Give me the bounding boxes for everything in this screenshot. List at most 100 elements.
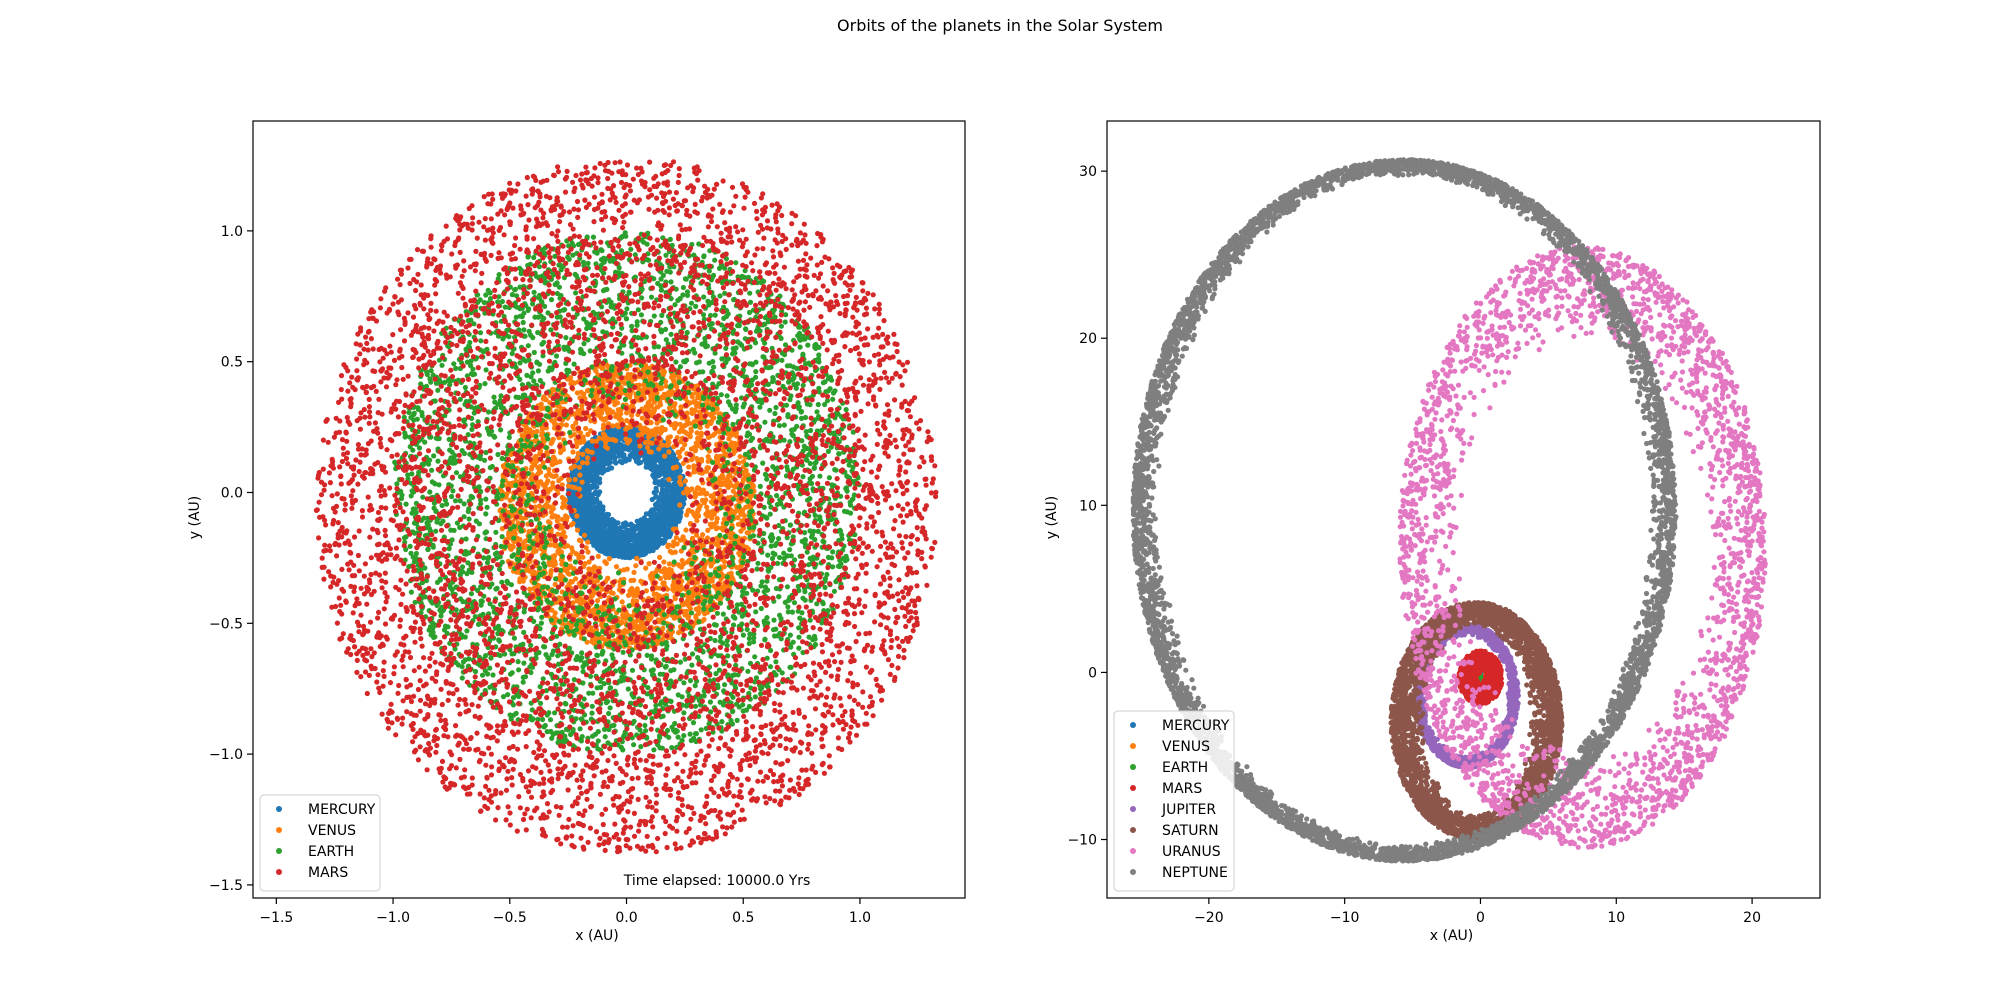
data-point-mercury [679,496,685,502]
data-point-venus [589,593,595,599]
data-point-venus [603,404,609,410]
data-point-venus [646,434,652,440]
data-point-venus [677,479,683,485]
data-point-venus [593,438,599,444]
data-point-mercury [630,529,637,536]
data-point-mercury [610,547,616,553]
data-point-venus [545,478,551,484]
inner-planets-points [313,159,939,855]
data-point-venus [659,442,666,448]
data-point-venus [677,502,683,508]
data-point-mercury [636,532,642,539]
data-point-venus [661,559,667,565]
data-point-mercury [605,461,612,467]
data-point-venus [619,599,625,605]
data-point-mercury [617,447,624,453]
data-point-venus [560,500,567,506]
data-point-mercury [611,447,617,453]
data-point-mercury [656,479,662,485]
data-point-venus [565,570,571,577]
data-point-mercury [592,540,598,546]
data-point-venus [743,504,749,510]
data-point-venus [561,529,567,535]
data-point-venus [572,485,578,491]
data-point-venus [606,556,613,562]
data-point-mercury [637,544,643,550]
data-point-venus [693,606,699,612]
data-point-venus [584,448,590,454]
data-point-venus [736,460,742,466]
data-point-venus [574,455,581,461]
data-point-mercury [649,531,655,537]
data-point-mercury [597,489,603,495]
data-point-venus [675,449,681,455]
data-point-venus [673,535,680,541]
data-point-venus [586,566,592,572]
data-point-venus [719,525,725,531]
data-point-mercury [671,482,677,488]
data-point-venus [570,449,576,455]
data-point-mercury [645,546,651,552]
data-point-venus [638,426,644,432]
data-point-venus [606,409,612,416]
data-point-venus [683,599,689,605]
data-point-venus [700,498,706,504]
data-point-venus [580,434,586,440]
data-point-venus [566,477,573,483]
data-point-mercury [666,514,672,520]
data-point-mercury [600,544,606,550]
data-point-venus [648,396,654,403]
data-point-venus [559,504,566,510]
data-point-mercury [599,526,605,532]
data-point-mercury [600,449,607,455]
data-point-mercury [601,468,607,474]
data-point-venus [689,407,695,413]
data-point-mercury [648,464,654,470]
data-point-mercury [624,546,630,552]
data-point-venus [722,559,728,565]
data-point-venus [575,450,581,457]
data-point-venus [589,449,595,455]
data-point-mercury [600,519,606,525]
data-point-venus [572,476,578,483]
data-point-mercury [612,459,618,465]
data-point-venus [580,451,586,457]
data-point-venus [649,572,655,578]
data-point-venus [639,415,645,421]
data-point-venus [610,590,616,596]
data-point-venus [576,537,583,543]
data-point-venus [519,432,525,439]
data-point-mercury [622,520,629,526]
data-point-mercury [656,513,662,519]
data-point-venus [638,578,644,584]
data-point-mercury [592,504,598,510]
data-point-venus [533,548,539,554]
data-point-mercury [654,454,660,460]
data-point-venus [689,486,695,492]
data-point-venus [621,567,627,573]
data-point-venus [548,440,554,446]
data-point-venus [604,445,611,451]
data-point-venus [733,508,739,514]
data-point-venus [731,483,738,489]
data-point-venus [569,579,575,585]
data-point-venus [577,472,583,478]
data-point-mercury [592,484,599,490]
data-point-mercury [633,537,639,543]
data-point-venus [643,565,649,571]
data-point-mercury [661,513,668,519]
data-point-venus [659,427,666,434]
data-point-venus [625,592,632,599]
data-point-mercury [595,500,601,506]
data-point-venus [558,524,564,530]
data-point-mercury [599,512,605,518]
data-point-venus [671,615,677,621]
data-point-venus [627,588,633,594]
data-point-venus [606,436,612,442]
data-point-venus [585,539,591,545]
data-point-venus [574,598,580,604]
data-point-venus [646,561,652,567]
data-point-venus [682,478,689,484]
data-point-mercury [590,464,596,470]
data-point-mercury [654,501,660,507]
